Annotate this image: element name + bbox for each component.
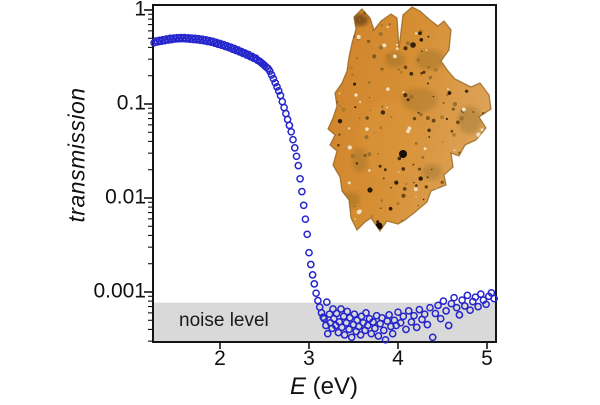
noise-level-label: noise level	[179, 310, 269, 331]
inset-sample-photo	[327, 6, 492, 233]
y-axis-label: transmission	[63, 87, 90, 223]
y-tick-label-1: 1	[134, 0, 146, 21]
y-tick-label-0-01: 0.01	[105, 185, 146, 209]
x-tick-label-3: 3	[303, 347, 315, 370]
series-0-points	[150, 33, 328, 322]
x-tick-label-5: 5	[481, 347, 493, 370]
y-tick-label-0-1: 0.1	[116, 91, 146, 115]
plot-frame	[152, 4, 497, 343]
x-axis-unit: (eV)	[306, 373, 359, 400]
x-axis-symbol: E	[289, 373, 306, 400]
x-tick-label-2: 2	[214, 347, 226, 370]
x-tick-label-4: 4	[392, 347, 404, 370]
x-axis-label: E (eV)	[290, 373, 358, 401]
series-1-points	[320, 288, 498, 344]
y-tick-label-0-001: 0.001	[93, 279, 146, 303]
